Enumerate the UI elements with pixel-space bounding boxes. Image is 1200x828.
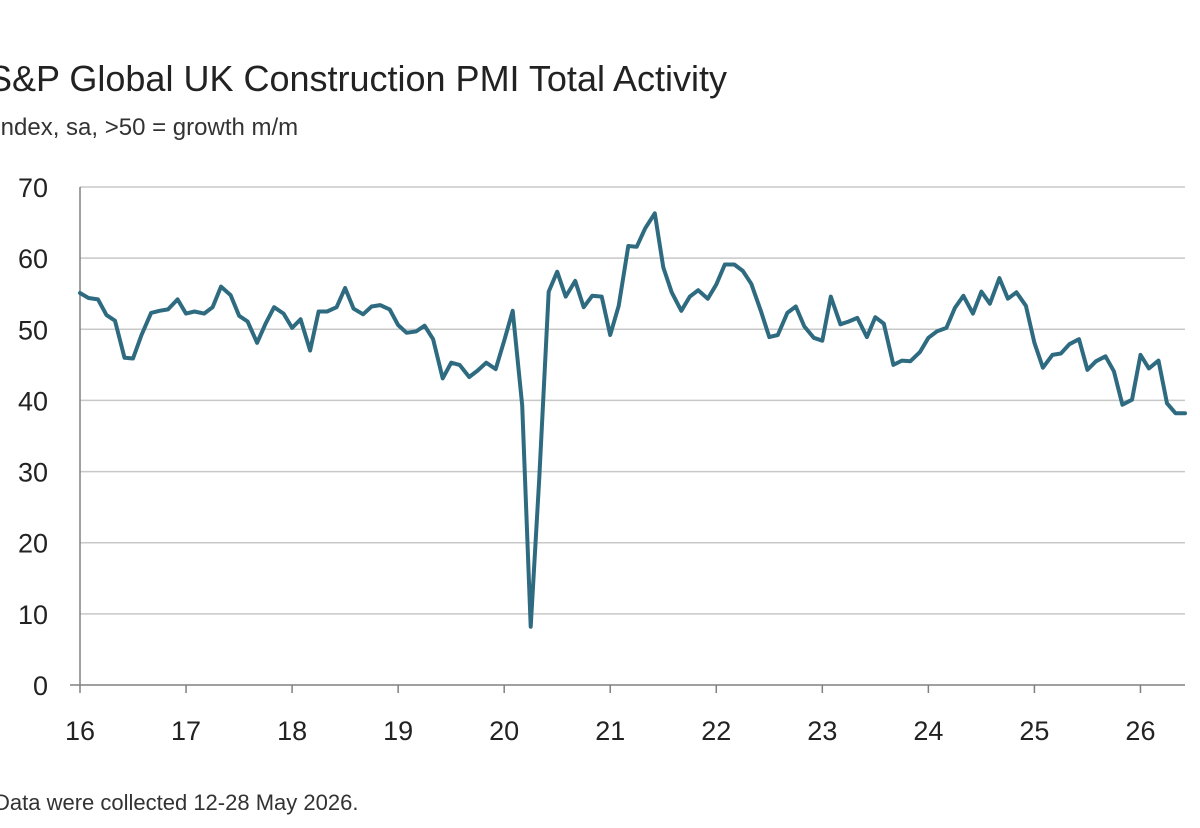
x-tick-label: 18 xyxy=(277,716,307,746)
line-chart: 0 10 20 30 40 50 60 70 16 17 18 19 20 21 22 23 24 25 26 xyxy=(18,173,1187,746)
x-tick-label: 21 xyxy=(595,716,625,746)
x-tick-label: 17 xyxy=(171,716,201,746)
y-tick-label: 60 xyxy=(18,244,48,274)
x-tick-label: 24 xyxy=(913,716,943,746)
y-tick-label: 40 xyxy=(18,386,48,416)
y-tick-label: 20 xyxy=(18,529,48,559)
x-tick-label: 25 xyxy=(1019,716,1049,746)
x-tick-label: 20 xyxy=(489,716,519,746)
footnote: Data were collected 12-28 May 2026. xyxy=(0,790,359,815)
y-tick-label: 50 xyxy=(18,315,48,345)
x-tick-label: 16 xyxy=(65,716,95,746)
x-tick-label: 19 xyxy=(383,716,413,746)
y-tick-label: 30 xyxy=(18,458,48,488)
chart-subtitle: Index, sa, >50 = growth m/m xyxy=(0,114,299,141)
series-line xyxy=(78,211,1187,629)
chart-title: S&P Global UK Construction PMI Total Act… xyxy=(0,58,727,99)
y-tick-label: 0 xyxy=(33,671,48,701)
x-tick-label: 22 xyxy=(701,716,731,746)
y-tick-label: 10 xyxy=(18,600,48,630)
y-tick-label: 70 xyxy=(18,173,48,203)
x-tick-label: 26 xyxy=(1125,716,1155,746)
x-tick-label: 23 xyxy=(807,716,837,746)
